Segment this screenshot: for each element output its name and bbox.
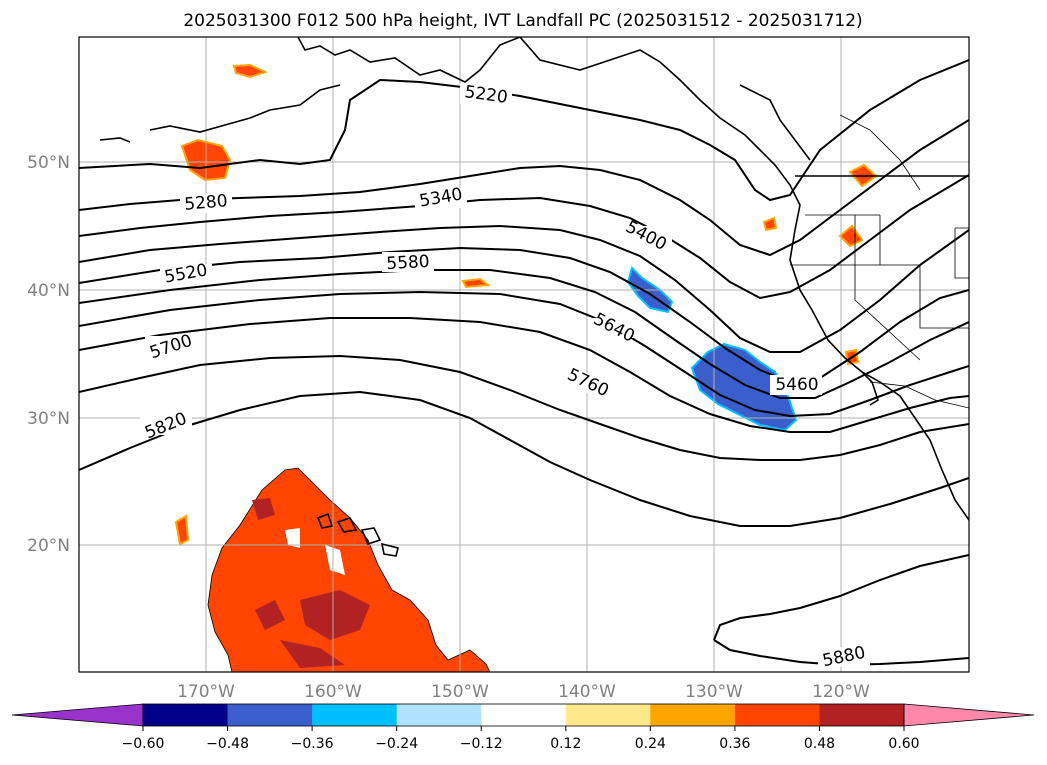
contour-labels: 5220 5280 5340 5400 5460 5520 5580 5640 … [140, 82, 870, 671]
dark-red-patch [255, 600, 285, 630]
lon-tick-label: 130°W [685, 682, 743, 702]
colorbar-tick-label: 0.48 [804, 736, 835, 752]
main-negative-region [690, 342, 798, 432]
map-frame [78, 36, 970, 673]
dark-red-patch [252, 498, 275, 520]
colorbar-segment [227, 704, 313, 726]
colorbar-segment [734, 704, 820, 726]
white-hole [285, 528, 300, 548]
figure-title: 2025031300 F012 500 hPa height, IVT Land… [183, 11, 862, 31]
latitude-labels: 50°N 40°N 30°N 20°N [27, 153, 70, 556]
lon-tick-label: 120°W [812, 682, 870, 702]
small-positive-region [232, 63, 268, 79]
colorbar-extend-low [11, 703, 144, 727]
contour-label: 5580 [386, 252, 430, 274]
colorbar-tick-label: −0.48 [206, 736, 249, 752]
colorbar-tick-label: −0.12 [460, 736, 503, 752]
white-hole [325, 545, 345, 575]
small-positive-region [838, 224, 864, 248]
map-area: 5220 5280 5340 5400 5460 5520 5580 5640 … [79, 37, 969, 672]
lat-tick-label: 20°N [27, 536, 70, 556]
colorbar-tick-label: 0.12 [550, 736, 581, 752]
contour-label: 5460 [775, 375, 818, 395]
lon-tick-label: 160°W [304, 682, 362, 702]
lon-tick-label: 150°W [431, 682, 489, 702]
colorbar-segment [650, 704, 736, 726]
state-borders [790, 114, 969, 409]
lat-tick-label: 50°N [27, 153, 70, 173]
small-positive-region [762, 216, 778, 232]
colorbar-extend-high [903, 703, 1035, 727]
colorbar-tick-label: 0.36 [719, 736, 750, 752]
colorbar-segment [481, 704, 567, 726]
colorbar-segment [819, 704, 905, 726]
colorbar-tick-label: −0.24 [375, 736, 418, 752]
lon-tick-label: 170°W [177, 682, 235, 702]
longitude-labels: 170°W 160°W 150°W 140°W 130°W 120°W [177, 682, 870, 702]
gridlines [79, 37, 969, 672]
coastlines [99, 37, 969, 557]
height-contours [79, 59, 969, 667]
colorbar-segment [312, 704, 398, 726]
colorbar-frame [142, 703, 905, 727]
positive-pc-shading [174, 63, 878, 672]
dark-red-patch [300, 590, 370, 640]
small-positive-region [461, 277, 491, 289]
colorbar: −0.60 −0.48 −0.36 −0.24 −0.12 0.12 0.24 0.36 0.4… [11, 703, 1035, 752]
lat-tick-label: 30°N [27, 409, 70, 429]
lon-tick-label: 140°W [558, 682, 616, 702]
colorbar-tick-label: 0.24 [635, 736, 666, 752]
colorbar-tick-label: 0.60 [888, 736, 919, 752]
colorbar-segment [396, 704, 482, 726]
dark-red-patch [280, 640, 345, 668]
lat-tick-label: 40°N [27, 281, 70, 301]
colorbar-segment [143, 704, 229, 726]
contour-label: 5280 [184, 191, 229, 215]
colorbar-segment [565, 704, 651, 726]
colorbar-tick-label: −0.36 [291, 736, 334, 752]
small-positive-region [174, 514, 190, 546]
colorbar-tick-label: −0.60 [122, 736, 165, 752]
